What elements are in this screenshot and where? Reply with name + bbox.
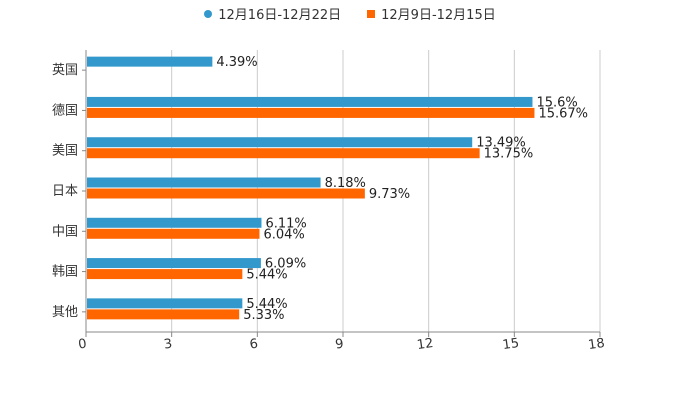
bar-1-其他[interactable]: [87, 298, 243, 309]
bar-2-韩国[interactable]: [87, 269, 243, 280]
x-tick-label: 9: [334, 337, 344, 353]
legend-item-series-2[interactable]: 12月9日-12月15日: [367, 4, 496, 23]
data-label-series-2: 9.73%: [369, 187, 410, 202]
data-label-series-1: 13.49%: [476, 136, 526, 151]
data-label-series-2: 5.33%: [243, 308, 284, 323]
data-label-series-1: 4.39%: [216, 55, 257, 70]
legend-label-series-1: 12月16日-12月22日: [218, 8, 342, 23]
y-tick-label: 中国: [52, 224, 78, 239]
x-tick-label: 6: [249, 337, 259, 353]
legend-marker-series-1: [204, 9, 213, 18]
y-tick-label: 美国: [52, 144, 78, 159]
y-tick-label: 韩国: [52, 265, 78, 280]
x-tick-label: 3: [163, 337, 173, 353]
legend-item-series-1[interactable]: 12月16日-12月22日: [204, 4, 341, 23]
legend: 12月16日-12月22日 12月9日-12月15日: [0, 4, 700, 23]
data-label-series-1: 8.18%: [325, 176, 366, 191]
bar-1-中国[interactable]: [87, 217, 262, 228]
x-tick-label: 0: [77, 337, 87, 353]
legend-label-series-2: 12月9日-12月15日: [381, 8, 496, 23]
y-tick-label: 英国: [52, 63, 78, 78]
data-label-series-2: 13.75%: [484, 147, 534, 162]
data-label-series-2: 6.04%: [263, 227, 304, 242]
data-label-series-1: 6.09%: [265, 257, 306, 272]
data-label-series-1: 6.11%: [265, 216, 306, 231]
bar-1-美国[interactable]: [87, 137, 473, 148]
bar-1-日本[interactable]: [87, 177, 321, 188]
bar-2-中国[interactable]: [87, 228, 260, 239]
legend-marker-series-2: [367, 9, 376, 18]
bar-1-德国[interactable]: [87, 96, 533, 107]
bar-1-韩国[interactable]: [87, 258, 261, 269]
data-label-series-1: 15.6%: [536, 95, 577, 110]
x-tick-label: 12: [416, 336, 434, 353]
bar-2-德国[interactable]: [87, 107, 535, 118]
y-tick-label: 日本: [52, 184, 78, 199]
data-label-series-2: 5.44%: [246, 268, 287, 283]
x-tick-label: 18: [587, 336, 605, 353]
y-tick-label: 其他: [52, 305, 78, 320]
data-label-series-1: 5.44%: [246, 297, 287, 312]
y-tick-label: 德国: [52, 103, 78, 118]
data-label-series-2: 15.67%: [538, 106, 588, 121]
bar-2-其他[interactable]: [87, 309, 240, 320]
bar-2-日本[interactable]: [87, 188, 365, 199]
x-tick-label: 15: [502, 336, 520, 353]
bar-2-美国[interactable]: [87, 148, 480, 159]
bar-1-英国[interactable]: [87, 56, 213, 67]
